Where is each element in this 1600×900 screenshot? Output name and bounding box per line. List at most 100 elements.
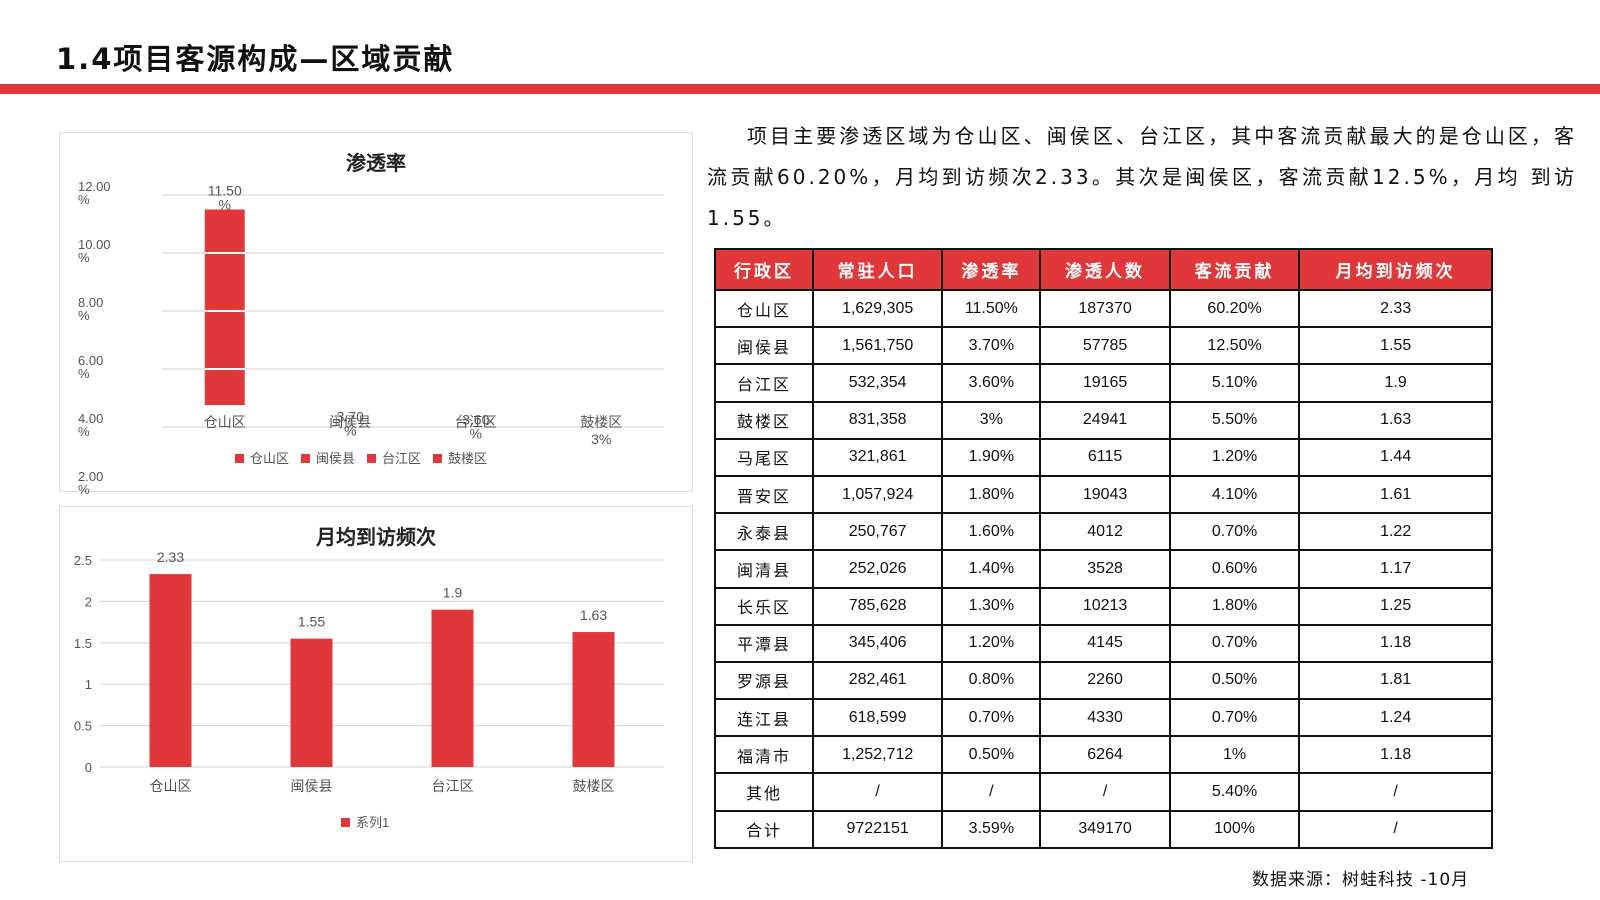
penetration-chart-plot: 0.00%2.00%4.00%6.00%8.00%10.00%12.00%11.… (78, 179, 664, 555)
table-cell: 0.60% (1168, 549, 1301, 589)
table-cell: 合计 (714, 809, 814, 849)
table-cell: 1.40% (941, 549, 1042, 589)
table-row: 罗源县 282,461 0.80% 2260 0.50% 1.81 (714, 660, 1493, 701)
table-cell: 1.80% (941, 474, 1042, 515)
table-row: 台江区 532,354 3.60% 19165 5.10% 1.9 (714, 363, 1493, 403)
table-cell: 4145 (1039, 623, 1171, 663)
legend-label: 仓山区 (250, 451, 289, 466)
x-tick-label: 闽侯县 (291, 778, 333, 794)
title-accent-bar (0, 84, 1600, 94)
legend-swatch (367, 454, 376, 463)
table-cell: 1.25 (1298, 586, 1493, 626)
table-cell: 0.70% (1168, 623, 1301, 663)
legend-swatch (301, 454, 310, 463)
table-cell: 1.18 (1298, 623, 1493, 663)
y-tick-label-unit: % (78, 366, 90, 381)
visit-frequency-chart-plot: 0 0.5 1 1.5 2 2.5 2.33 仓山区 1.55 闽侯县 1.9 台江区 1.63 鼓楼区系… (74, 549, 664, 830)
table-cell: 平潭县 (714, 623, 814, 663)
x-tick-label: 仓山区 (150, 778, 192, 794)
y-tick-label-number: 12.00 (78, 179, 111, 194)
data-label-number: 3.70 (337, 409, 364, 425)
y-tick-label-unit: % (78, 308, 90, 323)
table-cell: 2260 (1039, 660, 1171, 701)
table-cell: / (941, 772, 1042, 812)
x-tick-label: 仓山区 (204, 414, 246, 430)
y-tick-label: 8.00% (78, 295, 103, 323)
x-tick-label: 鼓楼区 (580, 414, 622, 430)
table-cell: 3.60% (941, 363, 1042, 403)
table-cell: 1.81 (1298, 660, 1493, 701)
table-cell: 4.10% (1168, 474, 1301, 515)
y-tick-label-unit: % (78, 192, 90, 207)
table-body: 仓山区 1,629,305 11.50% 187370 60.20% 2.33 闽侯县 1,5… (714, 288, 1493, 849)
district-table: 行政区 常驻人口 渗透率 渗透人数 客流贡献 月均到访频次 仓山区 1,629,305 11.… (714, 248, 1493, 849)
table-cell: 1% (1168, 735, 1301, 775)
table-cell: 6264 (1039, 735, 1171, 775)
x-tick-label: 台江区 (432, 778, 474, 794)
data-label-unit: % (344, 423, 356, 439)
bar (149, 574, 192, 767)
table-cell: 1.22 (1298, 512, 1493, 552)
table-cell: 9722151 (811, 809, 944, 849)
legend-swatch (341, 818, 350, 827)
data-label: 1.9 (443, 585, 463, 601)
table-row: 平潭县 345,406 1.20% 4145 0.70% 1.18 (714, 623, 1493, 663)
y-tick-label: 0.5 (74, 719, 92, 734)
table-cell: 鼓楼区 (714, 400, 814, 440)
data-label: 11.50% (208, 183, 242, 213)
table-cell: 57785 (1039, 326, 1171, 366)
table-cell: 5.10% (1168, 363, 1301, 403)
legend-label: 闽侯县 (316, 451, 355, 466)
table-cell: 282,461 (811, 660, 944, 701)
table-cell: 闽侯县 (714, 326, 814, 366)
bar (431, 609, 474, 767)
table-cell: 其他 (714, 772, 814, 812)
y-tick-label-number: 2.00 (78, 469, 103, 484)
table-cell: 12.50% (1168, 326, 1301, 366)
table-cell: 晋安区 (714, 474, 814, 515)
table-cell: 罗源县 (714, 660, 814, 701)
y-tick-label: 0 (85, 760, 92, 775)
data-label: 3% (591, 431, 611, 447)
table-cell: 618,599 (811, 698, 944, 738)
y-tick-label: 1 (85, 677, 92, 692)
y-tick-label-unit: % (78, 424, 90, 439)
table-row: 晋安区 1,057,924 1.80% 19043 4.10% 1.61 (714, 474, 1493, 515)
table-cell: 1.90% (941, 437, 1042, 477)
y-tick-label-number: 8.00 (78, 295, 103, 310)
table-cell: 0.50% (941, 735, 1042, 775)
table-header-cell: 渗透率 (941, 248, 1042, 291)
table-header-cell: 常驻人口 (811, 248, 944, 291)
table-cell: 0.70% (941, 698, 1042, 738)
table-cell: 1,629,305 (811, 288, 944, 329)
table-cell: 252,026 (811, 549, 944, 589)
table-cell: 1.20% (1168, 437, 1301, 477)
chart-title: 月均到访频次 (316, 525, 436, 549)
table-cell: 6115 (1039, 437, 1171, 477)
table-cell: 3.59% (941, 809, 1042, 849)
data-label-unit: % (470, 426, 482, 442)
table-row: 永泰县 250,767 1.60% 4012 0.70% 1.22 (714, 512, 1493, 552)
table-cell: 345,406 (811, 623, 944, 663)
x-tick-label: 台江区 (455, 414, 497, 430)
table-header-cell: 月均到访频次 (1298, 248, 1493, 291)
legend-swatch (433, 454, 442, 463)
legend-label: 系列1 (356, 815, 389, 830)
table-row: 闽清县 252,026 1.40% 3528 0.60% 1.17 (714, 549, 1493, 589)
x-tick-label: 闽侯县 (329, 414, 371, 430)
table-cell: 321,861 (811, 437, 944, 477)
table-cell: 马尾区 (714, 437, 814, 477)
y-tick-label: 2.00% (78, 469, 103, 497)
data-source: 数据来源：树蛙科技 -10月 (1252, 870, 1470, 890)
y-tick-label-number: 6.00 (78, 353, 103, 368)
table-cell: 1.30% (941, 586, 1042, 626)
data-label: 3.70% (337, 409, 364, 439)
page-header: 1.4项目客源构成—区域贡献 (56, 36, 454, 78)
table-cell: 1.60% (941, 512, 1042, 552)
data-label-unit: % (219, 197, 231, 213)
table-cell: 60.20% (1168, 288, 1301, 329)
data-label: 1.55 (298, 614, 325, 630)
table-cell: 1.18 (1298, 735, 1493, 775)
table-row: 长乐区 785,628 1.30% 10213 1.80% 1.25 (714, 586, 1493, 626)
table-cell: 532,354 (811, 363, 944, 403)
